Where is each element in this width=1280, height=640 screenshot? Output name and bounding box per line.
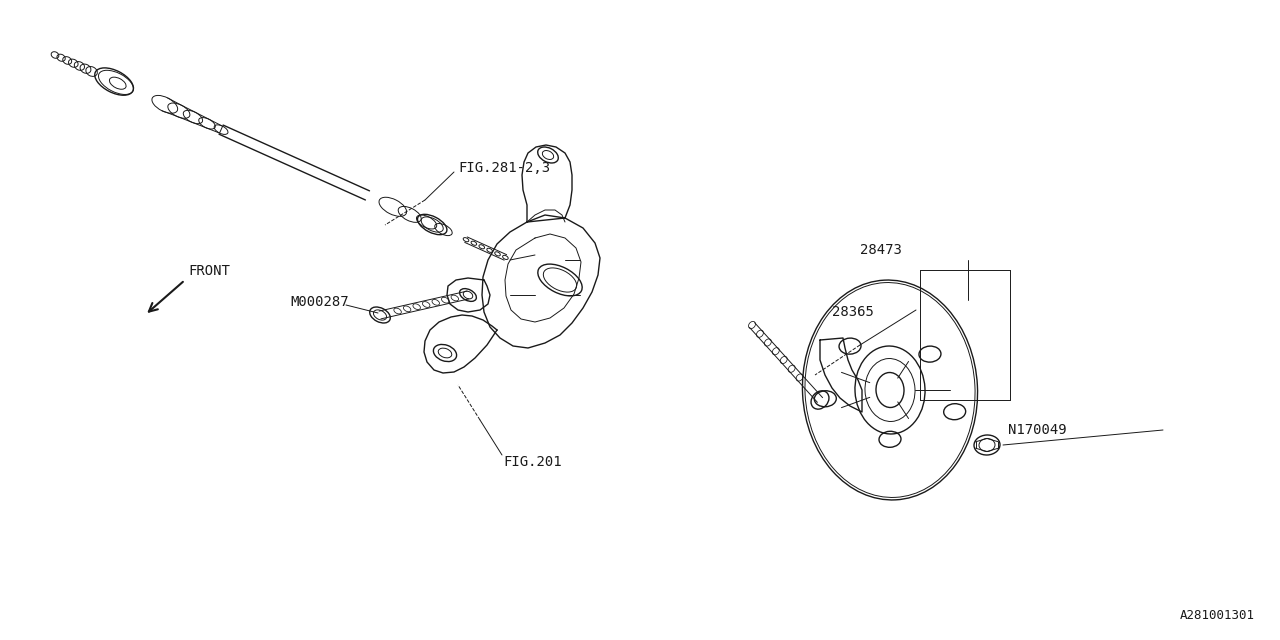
Text: M000287: M000287 [291,295,348,309]
Text: 28473: 28473 [860,243,902,257]
Text: FRONT: FRONT [188,264,230,278]
Text: N170049: N170049 [1009,423,1066,437]
Text: 28365: 28365 [832,305,874,319]
Text: FIG.281-2,3: FIG.281-2,3 [458,161,550,175]
Text: FIG.201: FIG.201 [503,455,562,469]
Text: A281001301: A281001301 [1180,609,1254,622]
